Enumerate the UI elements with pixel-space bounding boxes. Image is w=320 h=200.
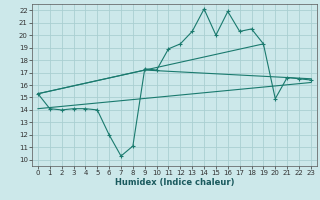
X-axis label: Humidex (Indice chaleur): Humidex (Indice chaleur) [115,178,234,187]
